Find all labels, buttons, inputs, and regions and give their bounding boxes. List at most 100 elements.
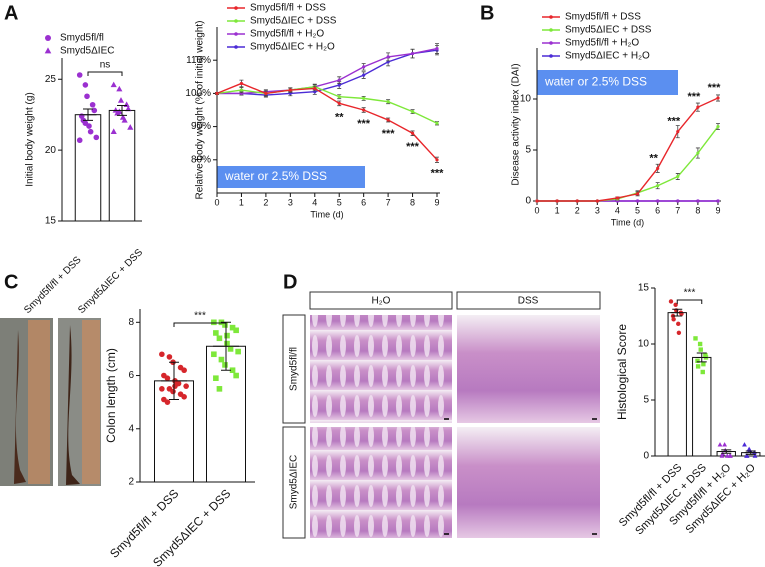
data-point: [695, 364, 701, 369]
significance-label: ***: [431, 168, 445, 180]
data-point: [724, 453, 730, 458]
x-tick-label: 0: [534, 205, 539, 215]
colon: [66, 325, 80, 485]
data-point: [696, 105, 700, 109]
y-axis-label: Disease activity index (DAI): [511, 63, 522, 185]
data-point: [229, 324, 236, 331]
data-point: [676, 174, 680, 179]
annotation-box: [537, 70, 678, 95]
legend-marker: [234, 19, 238, 23]
y-tick-label: 10: [638, 339, 650, 350]
data-point: [121, 117, 128, 123]
data-point: [410, 110, 415, 114]
data-point: [671, 317, 676, 322]
data-point: [84, 93, 90, 100]
data-point: [410, 51, 415, 56]
y-axis-label: Colon length (cm): [104, 348, 118, 443]
data-point: [264, 91, 268, 95]
panel-label: B: [480, 2, 494, 24]
data-point: [164, 375, 171, 382]
data-point: [227, 346, 234, 352]
photo-label: Smyd5ΔIEC + DSS: [76, 247, 145, 316]
photo-label: Smyd5fl/fl + DSS: [22, 254, 84, 316]
data-point: [117, 97, 125, 103]
data-point: [386, 100, 390, 104]
data-point: [288, 88, 292, 92]
x-tick-label: 5: [337, 197, 342, 207]
data-point: [668, 299, 674, 304]
data-point: [410, 131, 415, 135]
series-line: [216, 82, 438, 161]
y-tick-label: 6: [128, 370, 134, 381]
x-tick-label: 1: [239, 197, 244, 207]
significance-label: ***: [357, 118, 371, 130]
series-line: [537, 126, 719, 202]
data-point: [229, 367, 236, 374]
data-point: [76, 137, 83, 144]
data-point: [595, 199, 599, 203]
data-point: [575, 199, 579, 203]
x-tick-label: 2: [575, 205, 580, 215]
data-point: [362, 73, 366, 77]
panel-label: C: [4, 271, 18, 293]
annotation-label: water or 2.5% DSS: [544, 75, 647, 89]
data-point: [216, 335, 223, 342]
y-tick-label: 0: [525, 196, 531, 207]
legend-label: Smyd5fl/fl + H₂O: [565, 38, 639, 49]
x-tick-label: 6: [361, 197, 366, 207]
data-point: [719, 453, 725, 458]
histology-image: [310, 315, 452, 423]
legend-marker: [45, 35, 51, 41]
data-point: [435, 46, 439, 51]
significance-label: ***: [684, 288, 696, 299]
x-axis-label: Time (d): [611, 217, 644, 227]
legend-marker: [44, 47, 52, 54]
x-tick-label: 3: [595, 205, 600, 215]
data-point: [239, 81, 244, 86]
data-point: [337, 83, 341, 87]
significance-label: ***: [687, 91, 701, 103]
column-label: DSS: [518, 296, 539, 307]
data-point: [123, 101, 130, 108]
panel-label: D: [283, 271, 297, 293]
data-point: [337, 78, 341, 82]
data-point: [239, 88, 244, 92]
data-point: [110, 128, 117, 134]
data-point: [635, 199, 640, 203]
x-tick-label: 4: [312, 197, 317, 207]
data-point: [435, 121, 439, 125]
series-line: [537, 97, 719, 202]
y-tick-label: 15: [638, 283, 650, 294]
legend-label: Smyd5fl/fl + DSS: [250, 3, 326, 14]
data-point: [615, 196, 620, 200]
significance-label: ns: [100, 60, 111, 71]
significance-bracket: [173, 322, 227, 327]
data-point: [93, 134, 100, 141]
data-point: [211, 351, 217, 358]
legend-label: Smyd5fl/fl + H₂O: [250, 29, 324, 40]
x-tick-label: 3: [288, 197, 293, 207]
data-point: [181, 367, 187, 374]
data-point: [696, 151, 700, 155]
error-bar: [113, 104, 131, 116]
y-tick-label: 20: [45, 145, 57, 156]
data-point: [159, 351, 165, 358]
data-point: [722, 442, 728, 447]
error-bar: [671, 308, 684, 317]
data-point: [164, 399, 171, 405]
data-point: [676, 330, 682, 335]
legend-label: Smyd5ΔIEC + H₂O: [565, 51, 650, 62]
x-tick-label: 2: [263, 197, 268, 207]
y-tick-label: 80%: [191, 154, 211, 165]
y-tick-label: 8: [128, 317, 134, 328]
significance-bracket: [676, 299, 703, 304]
legend-marker: [234, 45, 238, 49]
y-tick-label: 0: [643, 451, 649, 462]
data-point: [82, 120, 89, 126]
ruler: [82, 320, 100, 484]
x-tick-label: 7: [386, 197, 391, 207]
significance-label: ***: [194, 311, 206, 322]
legend-marker: [549, 28, 553, 32]
row-label: Smyd5ΔIEC: [289, 455, 300, 509]
significance-label: ***: [406, 141, 420, 153]
